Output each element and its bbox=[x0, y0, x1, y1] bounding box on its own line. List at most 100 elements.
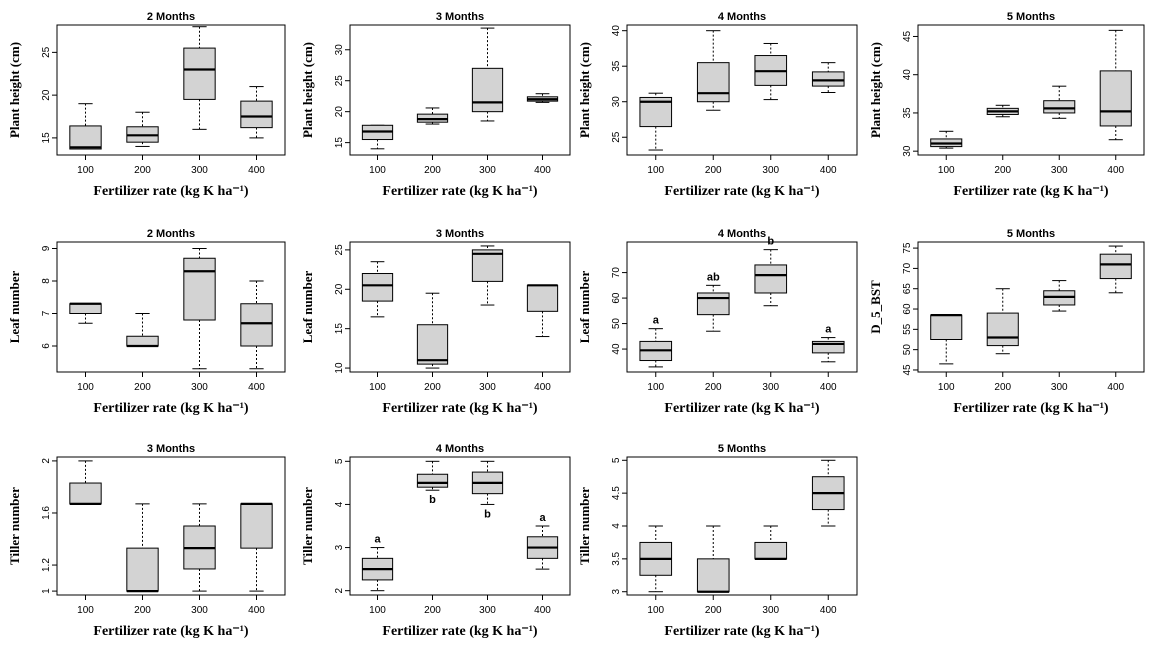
iqr-box bbox=[416, 473, 449, 488]
x-axis-label: Fertilizer rate (kg K ha⁻¹) bbox=[93, 184, 249, 199]
y-tick-label: 30 bbox=[902, 145, 913, 157]
y-axis-label: Plant height (cm) bbox=[300, 42, 315, 138]
box-100 bbox=[69, 103, 102, 150]
iqr-box bbox=[471, 67, 504, 113]
y-tick-label: 70 bbox=[611, 267, 622, 279]
y-axis-label: Plant height (cm) bbox=[7, 42, 22, 138]
significance-letter: b bbox=[429, 494, 436, 506]
x-axis-label: Fertilizer rate (kg K ha⁻¹) bbox=[664, 624, 820, 639]
box-100 bbox=[361, 124, 394, 150]
x-tick-label: 200 bbox=[134, 605, 151, 616]
panel-5: 2 Months Leaf number Fertilizer rate (kg K… bbox=[7, 228, 286, 416]
y-tick-label: 3 bbox=[611, 588, 622, 594]
plot-frame bbox=[917, 24, 1145, 156]
significance-letter: b bbox=[767, 236, 774, 248]
box-200 bbox=[126, 313, 159, 348]
y-tick-label: 1.2 bbox=[41, 558, 52, 572]
plot-frame bbox=[917, 241, 1145, 373]
iqr-box bbox=[986, 312, 1019, 347]
box-200: ab bbox=[696, 271, 730, 332]
y-axis-label: Leaf number bbox=[7, 270, 22, 343]
iqr-box bbox=[754, 264, 788, 294]
y-tick-label: 15 bbox=[41, 132, 52, 144]
iqr-box bbox=[930, 314, 963, 340]
y-tick-label: 4.5 bbox=[611, 486, 622, 500]
y-tick-label: 5 bbox=[611, 457, 622, 463]
y-tick-label: 75 bbox=[902, 242, 913, 254]
plot-frame bbox=[349, 241, 571, 373]
iqr-box bbox=[696, 62, 730, 103]
iqr-box bbox=[416, 324, 449, 365]
y-tick-label: 40 bbox=[611, 343, 622, 355]
iqr-box bbox=[69, 303, 102, 314]
x-axis-label: Fertilizer rate (kg K ha⁻¹) bbox=[953, 184, 1109, 199]
y-tick-label: 55 bbox=[902, 323, 913, 335]
y-tick-label: 4 bbox=[611, 523, 622, 529]
box-300 bbox=[183, 503, 216, 592]
y-tick-label: 20 bbox=[334, 283, 345, 295]
y-tick-label: 25 bbox=[334, 75, 345, 87]
x-tick-label: 400 bbox=[248, 382, 265, 393]
plot-frame bbox=[626, 24, 858, 156]
x-tick-label: 100 bbox=[647, 382, 664, 393]
y-tick-label: 10 bbox=[334, 362, 345, 374]
x-tick-label: 100 bbox=[647, 165, 664, 176]
y-tick-label: 6 bbox=[41, 343, 52, 349]
panel-title: 4 Months bbox=[436, 443, 484, 455]
x-tick-label: 400 bbox=[820, 382, 837, 393]
x-axis-label: Fertilizer rate (kg K ha⁻¹) bbox=[93, 624, 249, 639]
box-300 bbox=[1043, 85, 1076, 119]
x-tick-label: 300 bbox=[479, 165, 496, 176]
iqr-box bbox=[183, 257, 216, 321]
x-tick-label: 300 bbox=[479, 382, 496, 393]
box-300 bbox=[183, 26, 216, 130]
panel-title: 3 Months bbox=[147, 443, 195, 455]
x-axis-label: Fertilizer rate (kg K ha⁻¹) bbox=[953, 401, 1109, 416]
y-tick-label: 35 bbox=[611, 60, 622, 72]
box-300 bbox=[183, 248, 216, 370]
x-tick-label: 100 bbox=[647, 605, 664, 616]
significance-letter: ab bbox=[707, 271, 720, 283]
x-tick-label: 100 bbox=[938, 382, 955, 393]
x-axis-label: Fertilizer rate (kg K ha⁻¹) bbox=[382, 401, 538, 416]
y-tick-label: 25 bbox=[611, 131, 622, 143]
x-tick-label: 100 bbox=[369, 382, 386, 393]
box-200 bbox=[696, 30, 730, 111]
y-tick-label: 3.5 bbox=[611, 551, 622, 565]
box-200 bbox=[416, 292, 449, 369]
iqr-box bbox=[183, 47, 216, 100]
significance-letter: a bbox=[825, 324, 832, 336]
iqr-box bbox=[1043, 100, 1076, 114]
iqr-box bbox=[126, 335, 159, 347]
box-400: a bbox=[811, 324, 845, 363]
x-axis-label: Fertilizer rate (kg K ha⁻¹) bbox=[382, 624, 538, 639]
y-tick-label: 4 bbox=[334, 501, 345, 507]
box-100: a bbox=[361, 534, 394, 592]
panel-6: 3 Months Leaf number Fertilizer rate (kg K… bbox=[300, 228, 571, 416]
y-tick-label: 60 bbox=[611, 292, 622, 304]
panel-10: 4 Months Tiller number Fertilizer rate (kg… bbox=[300, 443, 571, 639]
panel-7: 4 Months Leaf number Fertilizer rate (kg K… bbox=[577, 228, 858, 416]
box-400 bbox=[811, 62, 845, 93]
iqr-box bbox=[811, 71, 845, 87]
panel-1: 2 Months Plant height (cm) Fertilizer rate… bbox=[7, 11, 286, 199]
y-tick-label: 45 bbox=[902, 30, 913, 42]
y-tick-label: 30 bbox=[334, 44, 345, 56]
iqr-box bbox=[696, 558, 730, 593]
x-tick-label: 400 bbox=[534, 605, 551, 616]
iqr-box bbox=[240, 303, 273, 347]
y-tick-label: 8 bbox=[41, 278, 52, 284]
plot-frame bbox=[349, 456, 571, 596]
x-tick-label: 300 bbox=[191, 382, 208, 393]
x-tick-label: 200 bbox=[134, 382, 151, 393]
iqr-box bbox=[240, 100, 273, 129]
panel-title: 3 Months bbox=[436, 228, 484, 240]
x-tick-label: 100 bbox=[369, 605, 386, 616]
iqr-box bbox=[526, 284, 559, 312]
significance-letter: a bbox=[653, 315, 660, 327]
x-tick-label: 300 bbox=[762, 382, 779, 393]
x-tick-label: 400 bbox=[534, 382, 551, 393]
panel-4: 5 Months Plant height (cm) Fertilizer rate… bbox=[868, 11, 1145, 199]
y-tick-label: 25 bbox=[41, 46, 52, 58]
